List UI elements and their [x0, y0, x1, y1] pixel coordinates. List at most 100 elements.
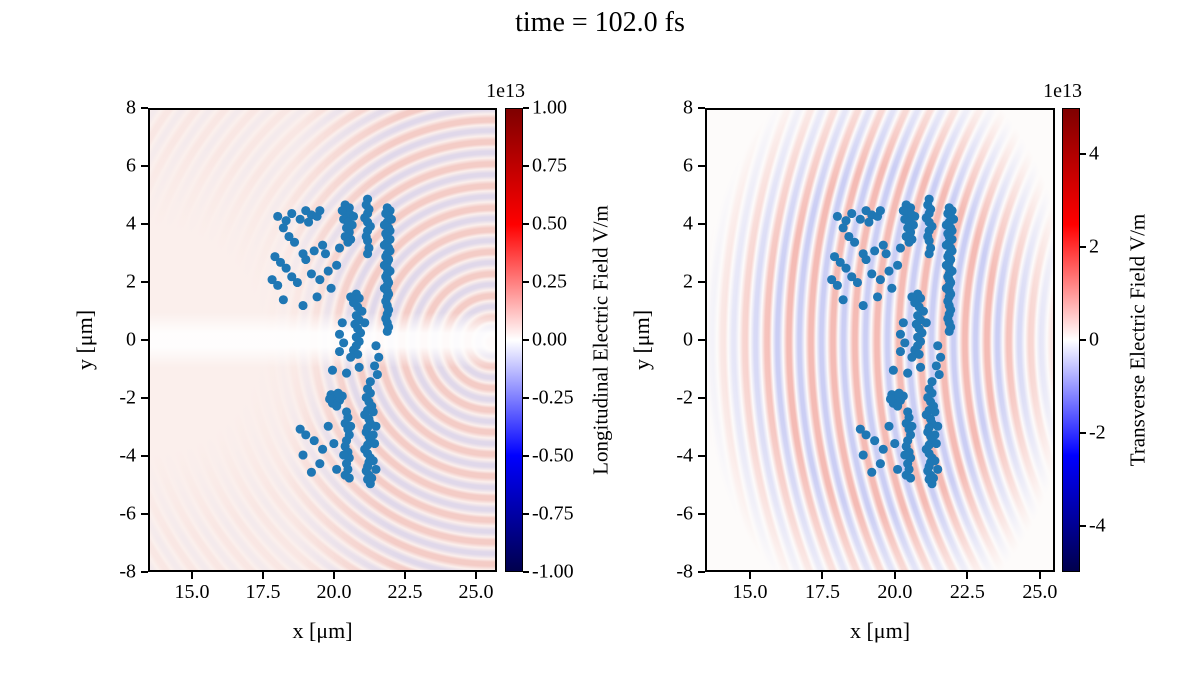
scatter-point — [368, 430, 378, 440]
scatter-point — [931, 361, 941, 371]
colorbar-tick-label: 4 — [1089, 142, 1099, 165]
scatter-point — [368, 407, 378, 417]
y-tick-mark — [698, 281, 705, 283]
scatter-point — [346, 292, 356, 302]
colorbar-tick-mark — [523, 339, 529, 341]
scatter-point — [872, 292, 883, 302]
colorbar-tick-mark — [1080, 524, 1086, 527]
scatter-point — [273, 211, 283, 221]
colorbar-scale-offset: 1e13 — [486, 80, 525, 102]
scatter-point — [370, 438, 380, 449]
y-tick-mark — [141, 455, 148, 457]
scatter-layer-longitudinal — [267, 194, 396, 489]
y-tick-label: -2 — [676, 386, 693, 409]
scatter-point — [371, 464, 381, 474]
scatter-point — [309, 436, 319, 446]
scatter-point — [287, 272, 297, 282]
scatter-point — [363, 249, 373, 259]
scatter-point — [374, 352, 384, 362]
scatter-point — [893, 464, 903, 474]
y-tick-label: -4 — [119, 444, 136, 467]
scatter-point — [894, 388, 904, 398]
y-tick-mark — [141, 281, 148, 283]
scatter-point — [318, 444, 328, 454]
colorbar-tick-label: -0.75 — [532, 502, 574, 525]
scatter-point — [867, 467, 877, 477]
colorbar-tick-mark — [523, 107, 529, 109]
colorbar-tick-mark — [523, 571, 529, 573]
scatter-point — [914, 349, 924, 359]
y-tick-mark — [698, 165, 705, 167]
colorbar-tick-label: 2 — [1089, 235, 1099, 258]
scatter-point — [895, 346, 906, 357]
colorbar-axis-label-transverse: Transverse Electric Field V/m — [1125, 213, 1150, 467]
scatter-point — [933, 421, 943, 431]
x-axis-label: x [μm] — [849, 618, 911, 643]
x-tick-mark — [893, 572, 896, 579]
scatter-point — [832, 280, 842, 290]
scatter-point — [334, 243, 345, 253]
y-tick-mark — [698, 513, 705, 515]
scatter-point — [829, 252, 840, 262]
y-tick-mark — [141, 223, 148, 225]
scatter-point — [881, 249, 891, 259]
scatter-point — [281, 263, 291, 273]
scatter-point — [382, 326, 392, 336]
y-tick-label: -8 — [119, 560, 136, 583]
scatter-point — [332, 401, 342, 411]
scatter-point — [323, 266, 333, 276]
scatter-point — [301, 254, 311, 265]
scatter-point — [273, 280, 283, 290]
scatter-point — [332, 464, 342, 474]
x-axis-label: x [μm] — [292, 618, 353, 643]
plot-area-longitudinal — [148, 108, 497, 572]
y-tick-mark — [141, 107, 148, 109]
scatter-point — [306, 269, 316, 279]
x-tick-mark — [191, 572, 193, 579]
x-tick-label: 17.5 — [245, 581, 281, 603]
scatter-point — [855, 214, 865, 224]
colorbar-tick-label: -0.25 — [532, 386, 574, 409]
scatter-point — [371, 421, 381, 431]
scatter-point — [867, 269, 877, 279]
scatter-point — [933, 341, 943, 351]
colorbar-tick-label: 0.75 — [532, 154, 567, 177]
scatter-point — [360, 318, 370, 328]
colorbar-tick-mark — [1080, 339, 1086, 341]
y-axis-label: y [μm] — [72, 309, 97, 371]
colorbar-tick-mark — [523, 513, 529, 515]
scatter-point — [904, 237, 914, 247]
scatter-point — [304, 217, 314, 227]
x-tick-mark — [1038, 572, 1041, 579]
colorbar-tick-label: -2 — [1089, 421, 1106, 444]
y-tick-mark — [698, 223, 705, 225]
x-tick-label: 25.0 — [1022, 581, 1058, 603]
y-tick-label: -6 — [119, 502, 136, 525]
scatter-point — [844, 231, 854, 242]
scatter-point — [887, 283, 897, 293]
scatter-point — [870, 436, 880, 446]
colorbar-tick-mark — [523, 397, 529, 399]
colorbar-tick-mark — [523, 165, 529, 167]
scatter-point — [898, 318, 908, 328]
scatter-point — [298, 300, 308, 311]
scatter-point — [861, 430, 871, 440]
colorbar-gradient — [505, 108, 523, 572]
scatter-point — [292, 277, 302, 288]
panel-transverse: x [μm] y [μm] 15.0 17.5 20.0 22.5 25.0 8 6 4 2 0 -… — [629, 97, 1057, 644]
x-tick-label: 15.0 — [174, 581, 210, 603]
x-tick-mark — [748, 572, 751, 579]
scatter-point — [295, 424, 305, 434]
scatter-point — [847, 208, 857, 219]
scatter-point — [312, 292, 322, 302]
y-tick-mark — [698, 571, 705, 573]
scatter-point — [910, 211, 920, 221]
scatter-point — [318, 240, 328, 250]
colorbar-tick-mark — [523, 223, 529, 225]
scatter-point — [337, 318, 347, 328]
y-tick-mark — [698, 455, 705, 457]
y-tick-label: 4 — [683, 212, 693, 235]
scatter-point — [930, 456, 940, 466]
scatter-point — [289, 237, 300, 247]
scatter-point — [850, 237, 860, 247]
